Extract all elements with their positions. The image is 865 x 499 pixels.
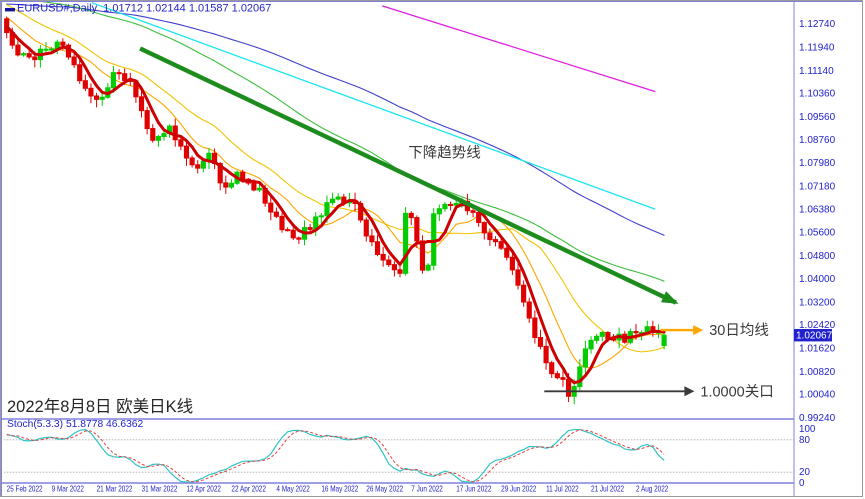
svg-text:1.0000关口: 1.0000关口 (700, 383, 773, 400)
svg-text:29 Jun 2022: 29 Jun 2022 (501, 484, 536, 494)
svg-text:2 Aug 2022: 2 Aug 2022 (636, 484, 668, 494)
svg-text:30日均线: 30日均线 (709, 322, 769, 339)
svg-text:1.11140: 1.11140 (799, 66, 834, 77)
svg-text:21 Jul 2022: 21 Jul 2022 (591, 484, 624, 494)
svg-text:1.01620: 1.01620 (799, 344, 836, 355)
svg-text:4 May 2022: 4 May 2022 (276, 484, 309, 494)
svg-text:25 Feb 2022: 25 Feb 2022 (7, 484, 43, 494)
svg-text:9 Mar 2022: 9 Mar 2022 (52, 484, 84, 494)
svg-text:100: 100 (799, 424, 816, 435)
svg-text:11 Jul 2022: 11 Jul 2022 (546, 484, 579, 494)
svg-text:20: 20 (799, 467, 810, 478)
svg-text:21 Mar 2022: 21 Mar 2022 (97, 484, 133, 494)
svg-text:7 Jun 2022: 7 Jun 2022 (411, 484, 443, 494)
svg-text:1.04000: 1.04000 (799, 274, 836, 285)
svg-text:80: 80 (799, 435, 810, 446)
svg-text:1.08760: 1.08760 (799, 135, 836, 146)
svg-text:1.03200: 1.03200 (799, 297, 836, 308)
svg-text:1.07980: 1.07980 (799, 158, 836, 169)
svg-text:16 May 2022: 16 May 2022 (321, 484, 358, 494)
svg-text:1.09560: 1.09560 (799, 112, 836, 123)
svg-text:31 Mar 2022: 31 Mar 2022 (142, 484, 178, 494)
svg-text:1.02067: 1.02067 (796, 331, 833, 342)
svg-text:1.00040: 1.00040 (799, 390, 836, 401)
svg-text:1.10360: 1.10360 (799, 89, 836, 100)
svg-text:EURUSD#,Daily 1.01712 1.02144: EURUSD#,Daily 1.01712 1.02144 1.01587 1.… (17, 2, 271, 14)
svg-text:1.04800: 1.04800 (799, 251, 836, 262)
svg-text:22 Apr 2022: 22 Apr 2022 (231, 484, 265, 494)
svg-text:1.00820: 1.00820 (799, 367, 836, 378)
svg-text:0: 0 (799, 478, 805, 489)
svg-text:1.11940: 1.11940 (799, 42, 835, 53)
svg-text:1.05600: 1.05600 (799, 227, 836, 238)
svg-text:1.12740: 1.12740 (799, 19, 836, 30)
svg-text:1.07180: 1.07180 (799, 181, 836, 192)
svg-text:1.06380: 1.06380 (799, 205, 836, 216)
svg-text:17 Jun 2022: 17 Jun 2022 (456, 484, 491, 494)
svg-text:12 Apr 2022: 12 Apr 2022 (186, 484, 220, 494)
svg-text:2022年8月8日 欧美日K线: 2022年8月8日 欧美日K线 (7, 397, 193, 416)
svg-text:0.99240: 0.99240 (799, 413, 836, 424)
svg-text:Stoch(5.3.3) 51.8778 46.6362: Stoch(5.3.3) 51.8778 46.6362 (7, 419, 144, 430)
svg-text:26 May 2022: 26 May 2022 (366, 484, 403, 494)
svg-text:下降趋势线: 下降趋势线 (408, 145, 481, 162)
